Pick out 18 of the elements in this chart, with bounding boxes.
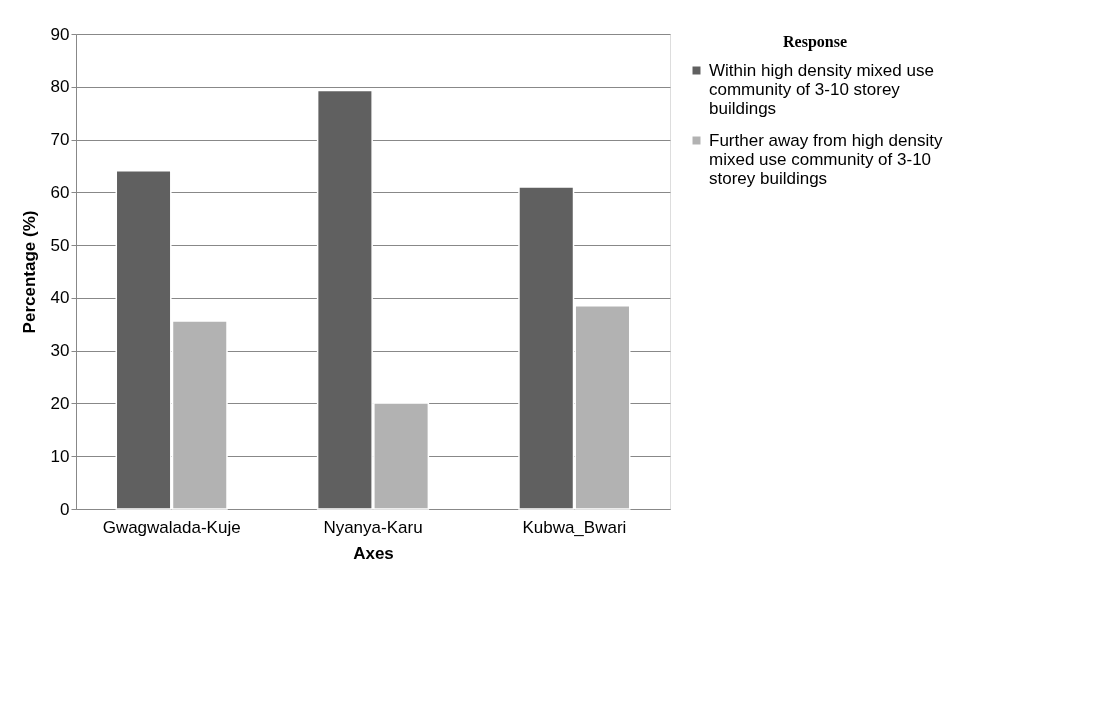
- legend-title: Response: [782, 33, 848, 51]
- y-tick-label: 40: [50, 288, 70, 308]
- y-tick-label: 70: [50, 130, 70, 150]
- y-tick-label: 50: [50, 235, 70, 255]
- x-tick-label: Gwagwalada-Kuje: [102, 517, 241, 537]
- y-axis-title: Percentage (%): [19, 210, 39, 334]
- x-axis-title: Axes: [353, 543, 394, 563]
- y-tick-label: 80: [50, 77, 70, 97]
- y-tick-label: 30: [50, 341, 70, 361]
- legend-label: Within high density mixed use community of 3-10 storey buildings: [709, 60, 934, 118]
- y-tick-label: 0: [60, 499, 70, 519]
- y-tick-label: 20: [50, 393, 70, 413]
- legend-label: Further away from high density mixed use community of 3-10 storey buildings: [709, 130, 943, 188]
- x-tick-label: Nyanya-Karu: [323, 517, 423, 537]
- y-tick-label: 10: [50, 446, 70, 466]
- y-tick-label: 90: [50, 24, 70, 44]
- y-tick-label: 60: [50, 182, 70, 202]
- x-tick-label: Kubwa_Bwari: [522, 517, 627, 537]
